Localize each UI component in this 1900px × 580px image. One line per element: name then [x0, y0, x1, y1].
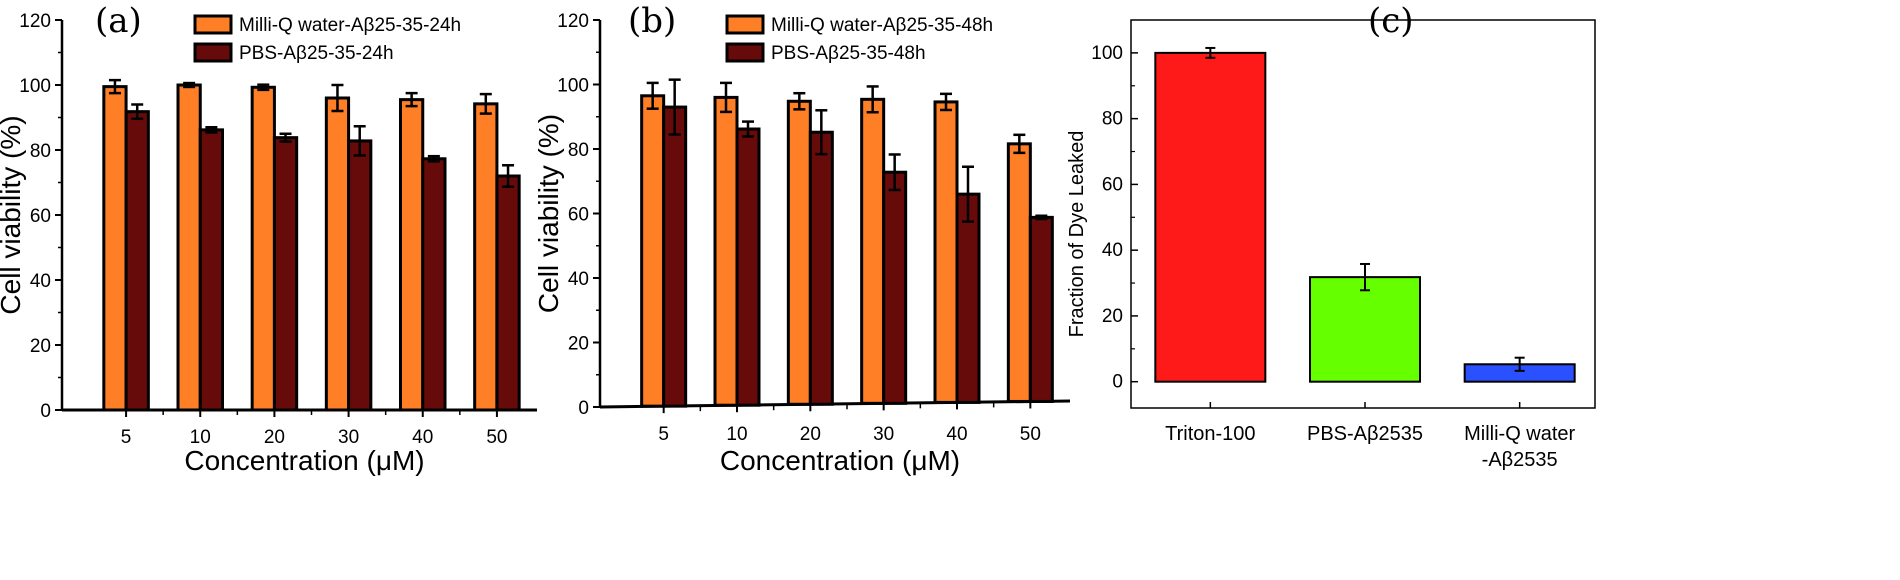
panel-b-bar — [1006, 142, 1032, 403]
panel-a-bar — [272, 136, 299, 412]
panel-a-bar — [495, 174, 521, 412]
panel-b-bar — [808, 130, 834, 406]
panel-c-category-label: Milli-Q water — [1464, 423, 1575, 445]
panel-a-y-axis-title: Cell viability (%) — [0, 115, 26, 314]
panel-a-y-tick-label: 20 — [30, 336, 51, 357]
panel-c-category-label: PBS-Aβ2535 — [1307, 423, 1423, 445]
panel-b-y-tick-label: 40 — [568, 269, 589, 290]
panel-a-x-axis-title: Concentration (μM) — [184, 445, 424, 476]
panel-a-x-tick-label: 50 — [486, 427, 507, 448]
panel-a-bar — [324, 96, 351, 412]
panel-c-bar — [1154, 51, 1267, 383]
panel-a-x-tick-label: 30 — [338, 427, 359, 448]
panel-a-y-tick-label: 0 — [40, 401, 51, 422]
panel-b-x-tick-label: 50 — [1020, 424, 1041, 445]
panel-a-y-tick-label: 80 — [30, 141, 51, 162]
panel-b-bar — [933, 100, 959, 404]
panel-b-y-tick-label: 120 — [557, 11, 589, 32]
panel-c-y-tick-label: 40 — [1102, 240, 1123, 261]
panel-b-y-tick-label: 60 — [568, 205, 589, 226]
panel-a-y-tick-label: 120 — [19, 11, 51, 32]
panel-b-bar — [786, 99, 812, 406]
panel-a-label: (a) — [95, 1, 142, 41]
panel-b-legend-swatch — [725, 42, 765, 63]
panel-c-y-tick-label: 20 — [1102, 306, 1123, 327]
panel-c-y-tick-label: 60 — [1102, 174, 1123, 195]
panel-b-x-tick-label: 10 — [726, 424, 747, 445]
panel-b-y-tick-label: 100 — [557, 76, 589, 97]
panel-a-bar — [176, 83, 202, 412]
panel-b-legend-swatch — [725, 14, 765, 35]
panel-c-category-label: Triton-100 — [1165, 423, 1255, 445]
panel-b-label: (b) — [628, 1, 676, 41]
panel-c-category-label: -Aβ2535 — [1482, 449, 1558, 471]
panel-c-bar — [1309, 276, 1421, 383]
panel-a-bar — [421, 157, 447, 412]
panel-a-bar — [124, 110, 150, 412]
panel-b-x-axis-title: Concentration (μM) — [720, 445, 960, 476]
panel-b-y-tick-label: 80 — [568, 140, 589, 161]
panel-b-legend-label: PBS-Aβ25-35-48h — [771, 43, 926, 64]
panel-b-x-tick-label: 40 — [946, 424, 967, 445]
panel-b-bar — [735, 127, 761, 407]
panel-a-x-tick-label: 20 — [264, 427, 285, 448]
panel-c-label: (c) — [1368, 1, 1414, 41]
panel-c-y-tick-label: 80 — [1102, 109, 1123, 130]
panel-a-y-tick-label: 100 — [19, 76, 51, 97]
panel-a-y-tick-label: 40 — [30, 271, 51, 292]
panel-c-y-axis-title: Fraction of Dye Leaked — [1066, 131, 1088, 338]
panel-a-bar — [198, 128, 224, 412]
panel-a-bar — [347, 139, 373, 412]
panel-b-legend-label: Milli-Q water-Aβ25-35-48h — [771, 15, 993, 36]
panel-a-legend-label: PBS-Aβ25-35-24h — [239, 43, 394, 64]
panel-b-bar — [640, 94, 666, 408]
panel-a-bar — [250, 85, 276, 412]
panel-b-y-tick-label: 20 — [568, 334, 589, 355]
panel-a-legend-label: Milli-Q water-Aβ25-35-24h — [239, 15, 461, 36]
panel-c-frame — [1130, 19, 1596, 409]
panel-b-x-tick-label: 5 — [658, 424, 669, 445]
panel-b-x-tick-label: 30 — [873, 424, 894, 445]
panel-a-bar — [473, 102, 499, 412]
panel-a-x-tick-label: 10 — [190, 427, 211, 448]
panel-b-bar — [662, 105, 688, 408]
panel-a-bar — [102, 85, 128, 412]
panel-a-x-tick-label: 40 — [412, 427, 433, 448]
panel-b-bar — [882, 170, 908, 405]
panel-b-x-tick-label: 20 — [800, 424, 821, 445]
panel-b-y-tick-label: 0 — [578, 398, 589, 419]
panel-b-bar — [955, 192, 981, 404]
panel-b-y-axis-title: Cell viability (%) — [533, 114, 564, 313]
panel-a-legend-swatch — [193, 14, 233, 35]
panel-a-bar — [399, 98, 425, 412]
panel-a-x-tick-label: 5 — [121, 427, 132, 448]
panel-b-bar — [1028, 215, 1054, 403]
panel-a-legend-swatch — [193, 42, 233, 63]
panel-b-bar — [713, 95, 739, 407]
panel-c-y-tick-label: 0 — [1112, 372, 1123, 393]
panel-c-y-tick-label: 100 — [1091, 43, 1123, 64]
panel-a-y-tick-label: 60 — [30, 206, 51, 227]
panel-b-bar — [860, 97, 886, 405]
